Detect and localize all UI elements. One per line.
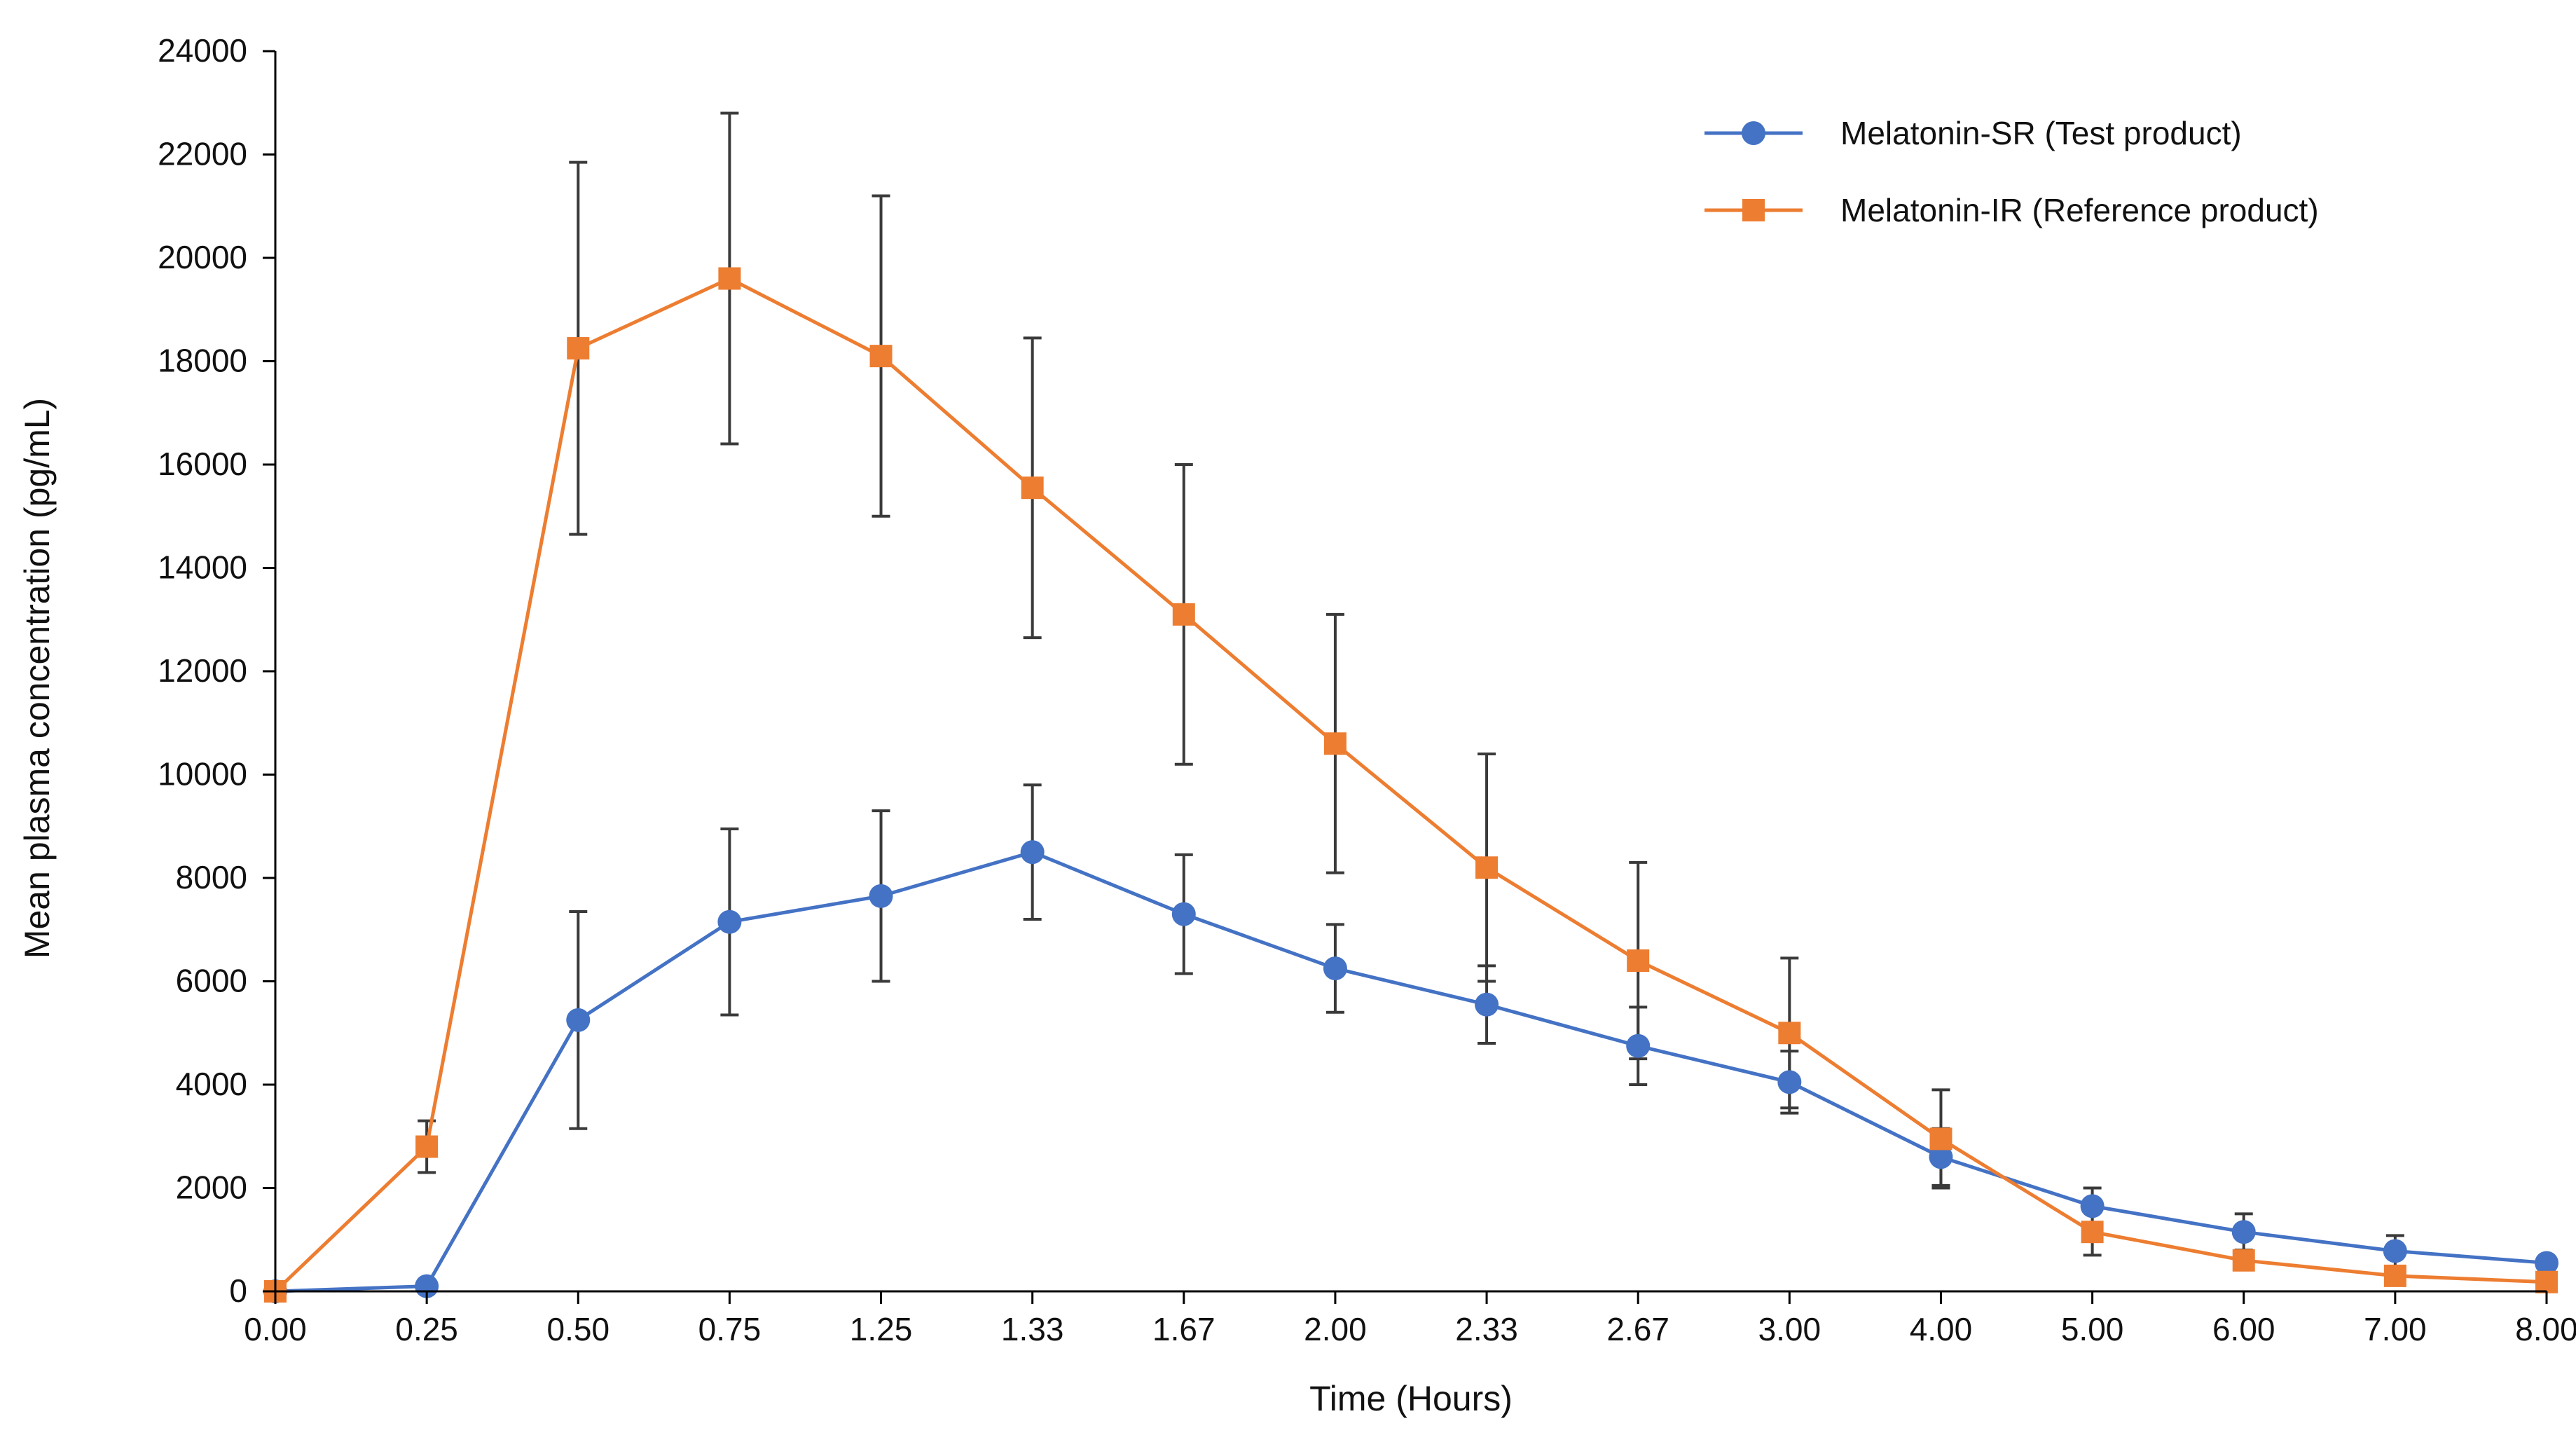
data-point xyxy=(1323,956,1347,981)
data-point xyxy=(2383,1239,2407,1263)
x-tick-label: 3.00 xyxy=(1758,1311,1821,1347)
x-tick-label: 4.00 xyxy=(1910,1311,1973,1347)
y-tick-label: 14000 xyxy=(158,549,247,586)
data-point xyxy=(2081,1221,2104,1244)
data-point xyxy=(566,1008,591,1032)
legend-label: Melatonin-SR (Test product) xyxy=(1840,115,2242,151)
y-axis-ticks: 0 2000 4000 6000 8000 10000 12000 14000 16000 180… xyxy=(158,32,275,1309)
data-point xyxy=(567,337,590,360)
legend: Melatonin-SR (Test product) Melatonin-IR … xyxy=(1704,115,2319,228)
data-point xyxy=(1172,603,1195,626)
y-tick-label: 16000 xyxy=(158,446,247,482)
x-tick-label: 1.67 xyxy=(1152,1311,1215,1347)
y-tick-label: 0 xyxy=(229,1272,247,1309)
x-axis-ticks: 0.00 0.25 0.50 0.75 1.25 1.33 1.67 2.00 2.33 2.67… xyxy=(244,1291,2576,1347)
y-tick-label: 8000 xyxy=(176,859,247,895)
data-point xyxy=(1475,992,1499,1017)
x-tick-label: 6.00 xyxy=(2212,1311,2275,1347)
x-tick-label: 5.00 xyxy=(2061,1311,2124,1347)
x-tick-label: 0.00 xyxy=(244,1311,307,1347)
data-point xyxy=(2080,1194,2105,1218)
x-axis-title: Time (Hours) xyxy=(1309,1379,1513,1418)
y-tick-label: 12000 xyxy=(158,652,247,689)
y-tick-label: 10000 xyxy=(158,756,247,792)
legend-marker xyxy=(1742,199,1765,221)
data-point xyxy=(1929,1145,1953,1169)
x-tick-label: 2.00 xyxy=(1304,1311,1367,1347)
data-point xyxy=(1626,1033,1651,1058)
data-point xyxy=(2383,1264,2406,1287)
data-point xyxy=(1323,732,1346,755)
x-tick-label: 2.33 xyxy=(1455,1311,1518,1347)
x-tick-label: 0.25 xyxy=(395,1311,458,1347)
x-tick-label: 0.50 xyxy=(547,1311,610,1347)
x-tick-label: 7.00 xyxy=(2364,1311,2427,1347)
series-lines xyxy=(274,276,2547,1293)
y-tick-label: 4000 xyxy=(176,1066,247,1102)
data-point xyxy=(1778,1022,1801,1045)
data-point xyxy=(2535,1270,2558,1293)
data-point xyxy=(869,884,893,908)
legend-marker xyxy=(1742,121,1765,145)
y-tick-label: 2000 xyxy=(176,1169,247,1206)
data-point xyxy=(718,267,741,290)
legend-entry-1: Melatonin-SR (Test product) xyxy=(1704,115,2242,151)
x-tick-label: 2.67 xyxy=(1606,1311,1669,1347)
data-point xyxy=(1475,856,1499,879)
y-tick-label: 20000 xyxy=(158,239,247,275)
data-point xyxy=(1171,902,1196,926)
data-point xyxy=(2535,1251,2558,1275)
legend-label: Melatonin-IR (Reference product) xyxy=(1840,192,2319,228)
data-point xyxy=(1627,949,1650,972)
data-point xyxy=(1777,1070,1802,1094)
data-point xyxy=(2232,1249,2255,1272)
x-tick-label: 8.00 xyxy=(2515,1311,2576,1347)
x-tick-label: 0.75 xyxy=(698,1311,762,1347)
data-point xyxy=(1929,1127,1952,1151)
legend-entry-2: Melatonin-IR (Reference product) xyxy=(1704,192,2319,228)
data-point xyxy=(1021,476,1044,500)
data-point xyxy=(415,1135,439,1158)
series-markers xyxy=(263,267,2558,1303)
x-tick-label: 1.33 xyxy=(1001,1311,1064,1347)
data-point xyxy=(2231,1220,2256,1244)
y-tick-label: 18000 xyxy=(158,343,247,379)
x-tick-label: 1.25 xyxy=(850,1311,913,1347)
series-line-1 xyxy=(275,850,2547,1293)
y-tick-label: 6000 xyxy=(176,963,247,999)
data-point xyxy=(869,345,893,368)
series-line-2 xyxy=(274,276,2547,1293)
y-axis-title: Mean plasma concentration (pg/mL) xyxy=(18,398,57,959)
y-tick-label: 24000 xyxy=(158,32,247,69)
data-point xyxy=(1020,840,1045,865)
y-tick-label: 22000 xyxy=(158,136,247,172)
data-point xyxy=(717,909,742,934)
